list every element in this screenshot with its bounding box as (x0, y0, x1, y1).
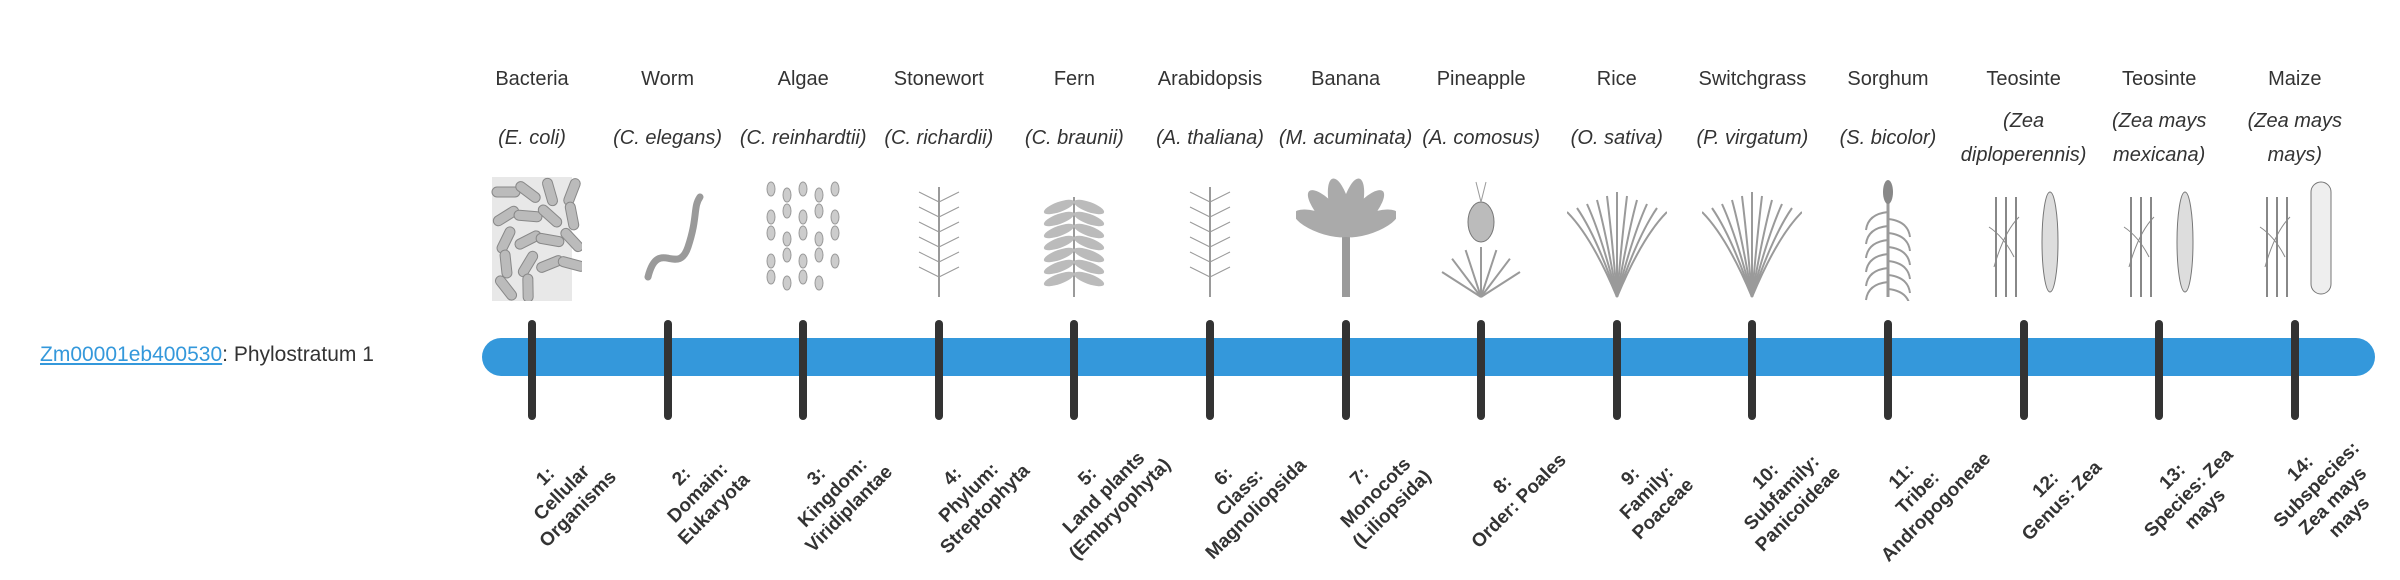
scientific-name-text: (Zea mays mays) (2247, 110, 2343, 166)
stratum-tick (934, 320, 943, 420)
stonewort-icon (889, 177, 989, 301)
organism-common-name: Worm (641, 68, 695, 90)
stratum-label: 12: Genus: Zea (1988, 427, 2120, 559)
teosinte-icon (2109, 177, 2209, 301)
organism-scientific-name: (C. elegans) (600, 103, 736, 173)
organism-common-name: Algae (777, 68, 829, 90)
worm-icon (618, 177, 718, 301)
stratum-tick (2019, 320, 2028, 420)
scientific-name-text: (C. richardii) (884, 127, 994, 149)
organism-scientific-name: (O. sativa) (1549, 103, 1685, 173)
phylostratum-value: Phylostratum 1 (233, 343, 374, 366)
organism-scientific-name: (A. comosus) (1413, 103, 1549, 173)
scientific-name-text: (C. braunii) (1024, 127, 1124, 149)
stratum-tick (1206, 320, 1214, 420)
stratum-label: 9: Family: Poaceae (1573, 419, 1721, 567)
stratum-tick (528, 320, 536, 420)
scientific-name-text: (O. sativa) (1570, 127, 1663, 149)
phylostratum-bar (482, 338, 2375, 376)
stratum-tick (1612, 320, 1621, 420)
organism-common-name: Fern (1053, 68, 1095, 90)
organism-scientific-name: (S. bicolor) (1820, 103, 1956, 173)
stratum-tick (1884, 320, 1892, 420)
stratum-label: 11: Tribe: Andropogoneae (1844, 419, 1995, 567)
stratum-tick (1341, 320, 1350, 420)
organism-common-name: Sorghum (1847, 68, 1929, 90)
organism-common-name: Pineapple (1436, 68, 1526, 90)
maize-icon (2245, 177, 2345, 301)
stratum-label: 2: Domain: Eukaryota (624, 419, 772, 567)
stratum-label: 1: Cellular Organisms (488, 419, 636, 567)
stratum-tick (2155, 320, 2164, 420)
scientific-name-text: (P. virgatum) (1696, 127, 1809, 149)
organism-common-name: Maize (2268, 68, 2322, 90)
gene-phylostratum-label: Zm00001eb400530: Phylostratum 1 (40, 343, 374, 367)
scientific-name-text: (E. coli) (498, 127, 566, 149)
stratum-label: 13: Species: Zea mays (2115, 419, 2263, 567)
teosinte-icon (1974, 177, 2074, 301)
stratum-label: 14: Subspecies: Zea mays mays (2243, 411, 2400, 575)
organism-common-name: Switchgrass (1698, 68, 1807, 90)
scientific-name-text: (C. elegans) (613, 127, 723, 149)
stratum-tick (1070, 320, 1079, 420)
stratum-label: 6: Class: Magnoliopsida (1166, 419, 1314, 567)
stratum-label: 3: Kingdom: Viridiplantae (759, 419, 907, 567)
scientific-name-text: (Zea mays mexicana) (2111, 110, 2207, 166)
gene-id-link[interactable]: Zm00001eb400530 (40, 343, 223, 366)
stratum-tick (2290, 320, 2299, 420)
scientific-name-text: (A. comosus) (1422, 127, 1541, 149)
organism-common-name: Banana (1311, 68, 1381, 90)
scientific-name-text: (Zea diploperennis) (1960, 110, 2087, 166)
stratum-label: 4: Phylum: Streptophyta (895, 419, 1043, 567)
scientific-name-text: (S. bicolor) (1839, 127, 1937, 149)
organism-scientific-name: (E. coli) (464, 103, 600, 173)
stratum-tick (663, 320, 672, 420)
organism-scientific-name: (C. reinhardtii) (735, 103, 871, 173)
scientific-name-text: (C. reinhardtii) (739, 127, 867, 149)
organism-scientific-name: (C. richardii) (871, 103, 1007, 173)
switchgrass-icon (1701, 177, 1804, 301)
organism-scientific-name: (A. thaliana) (1142, 103, 1278, 173)
organism-common-name: Arabidopsis (1157, 68, 1263, 90)
arabidopsis-icon (1160, 177, 1260, 301)
organism-scientific-name: (P. virgatum) (1684, 103, 1820, 173)
fern-icon (1024, 177, 1124, 301)
stratum-label: 7: Monocots (Liliopsida) (1302, 419, 1450, 567)
stratum-tick (799, 320, 808, 420)
separator: : (222, 343, 234, 366)
scientific-name-text: (A. thaliana) (1156, 127, 1264, 149)
algae-icon (753, 177, 853, 301)
organism-common-name: Stonewort (893, 68, 984, 90)
organism-common-name: Teosinte (1986, 68, 2061, 90)
banana-icon (1293, 177, 1398, 301)
rice-icon (1566, 177, 1668, 301)
scientific-name-text: (M. acuminata) (1278, 127, 1413, 149)
pineapple-icon (1431, 177, 1531, 301)
organism-scientific-name: (Zea mays mexicana) (2091, 103, 2227, 173)
organism-common-name: Rice (1596, 68, 1637, 90)
stratum-label: 5: Land plants (Embryophyta) (1030, 419, 1178, 567)
organism-scientific-name: (M. acuminata) (1278, 103, 1414, 173)
organism-scientific-name: (Zea mays mays) (2227, 103, 2363, 173)
organism-common-name: Teosinte (2121, 68, 2197, 90)
organism-common-name: Bacteria (495, 68, 569, 90)
organism-scientific-name: (Zea diploperennis) (1956, 103, 2092, 173)
stratum-tick (1477, 320, 1486, 420)
organism-scientific-name: (C. braunii) (1006, 103, 1142, 173)
stratum-tick (1748, 320, 1757, 420)
sorghum-icon (1838, 177, 1938, 308)
bacteria-icon (482, 177, 587, 303)
stratum-label: 10: Subfamily: Panicoideae (1708, 419, 1856, 567)
stratum-label: 8: Order: Poales (1445, 427, 1577, 559)
